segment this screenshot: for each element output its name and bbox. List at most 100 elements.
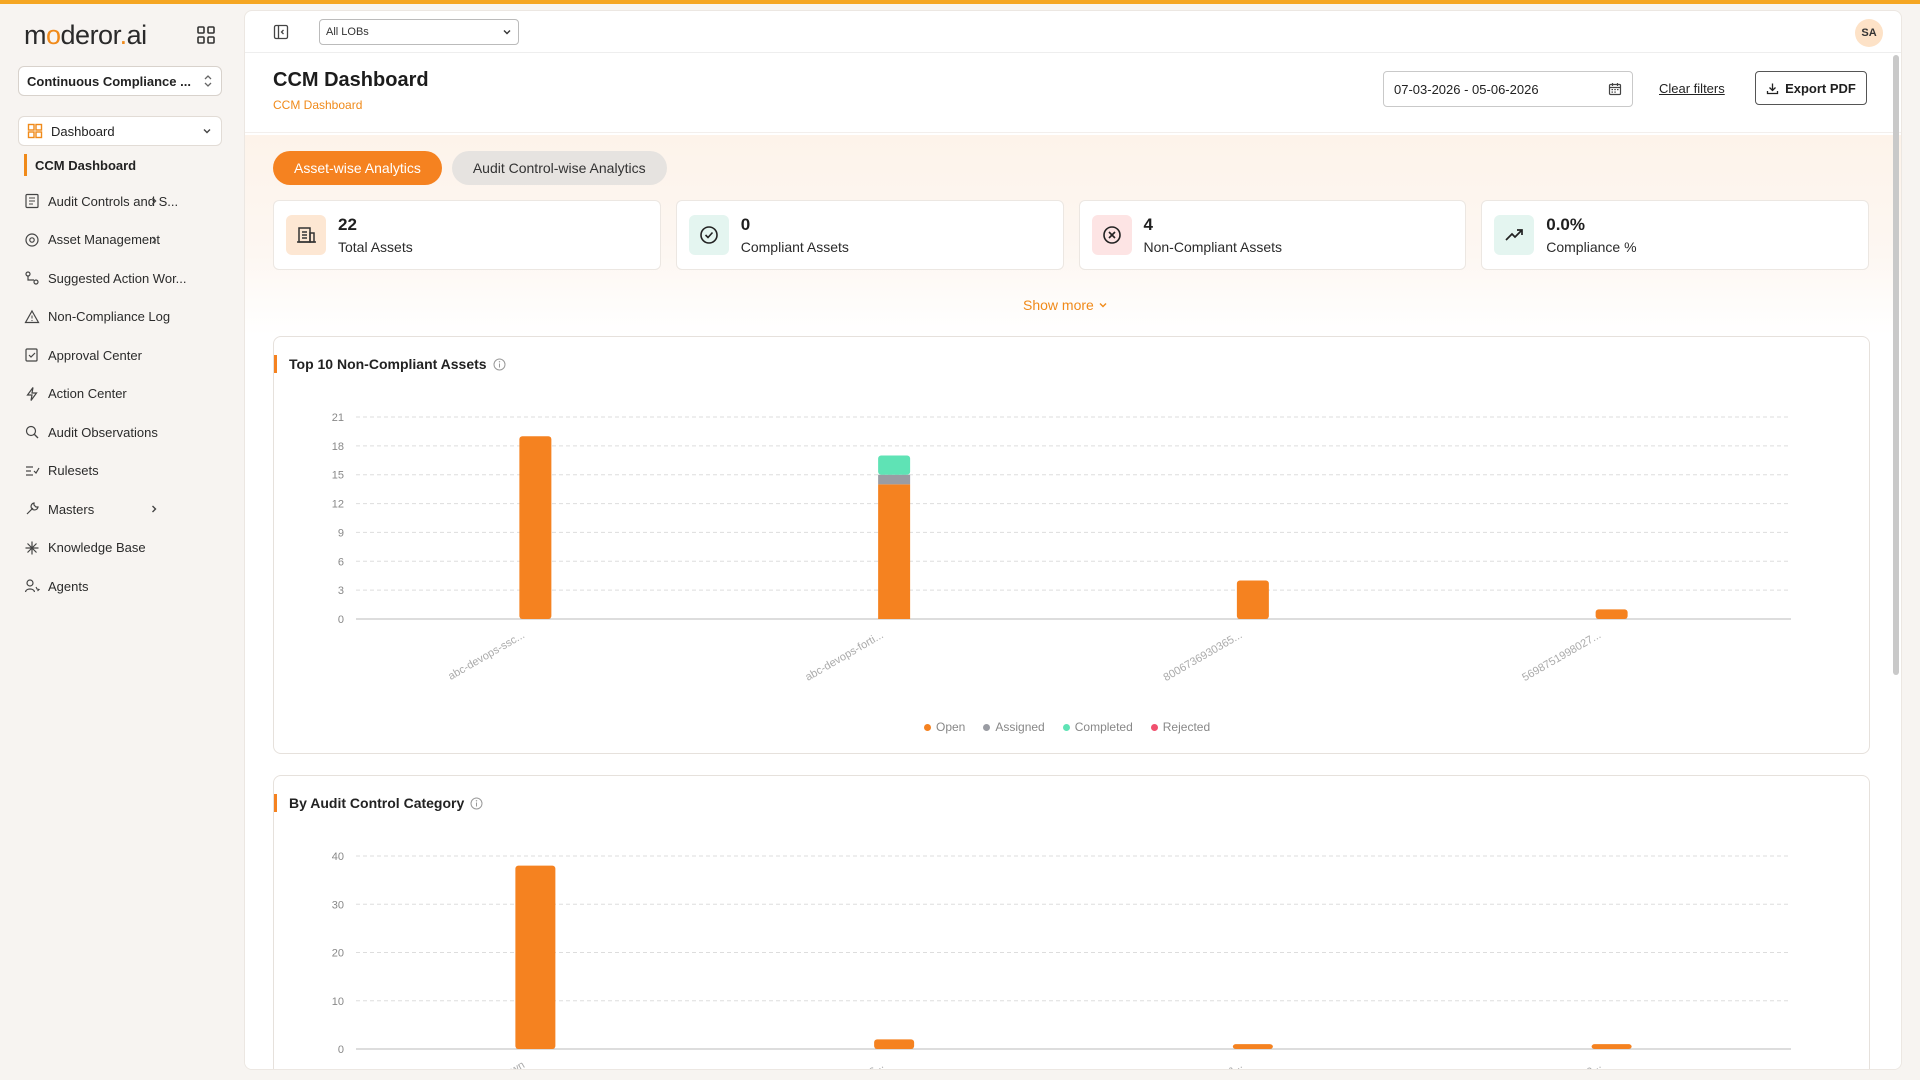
chevron-down-icon	[503, 29, 511, 34]
sidebar-item-action-center[interactable]: Action Center	[0, 375, 240, 414]
card-icon-badge	[1494, 215, 1535, 255]
summary-card-compliance[interactable]: 0.0% Compliance %	[1481, 200, 1869, 270]
legend-swatch	[1062, 723, 1070, 731]
bar-open[interactable]	[1236, 580, 1269, 619]
sidebar-item-audit-controls-and-s[interactable]: Audit Controls and S...	[0, 182, 240, 221]
apps-grid-icon[interactable]	[196, 25, 216, 45]
building-icon	[297, 227, 316, 243]
calendar-icon	[1608, 83, 1622, 96]
date-range-picker[interactable]: 07-03-2026 - 05-06-2026	[1383, 71, 1633, 107]
bar-open[interactable]	[1595, 609, 1628, 619]
sidebar-item-asset-management[interactable]: Asset Management	[0, 221, 240, 260]
sidebar-item-suggested-action-wor[interactable]: Suggested Action Wor...	[0, 259, 240, 298]
sidebar-item-label: Audit Controls and S...	[48, 193, 179, 209]
panel-title: Top 10 Non-Compliant Assets	[274, 355, 506, 373]
y-tick-label: 20	[332, 948, 344, 960]
bar[interactable]	[515, 865, 556, 1049]
card-icon-badge	[286, 215, 326, 255]
bar[interactable]	[1232, 1044, 1273, 1049]
lob-select-value: All LOBs	[326, 25, 369, 38]
card-value: 22	[338, 215, 357, 234]
card-label: Non-Compliant Assets	[1143, 239, 1283, 255]
tab-asset-wise-analytics[interactable]: Asset-wise Analytics	[273, 151, 442, 185]
show-more-button[interactable]: Show more	[1023, 297, 1108, 313]
sidebar-item-label: Knowledge Base	[48, 540, 146, 556]
sidebar-item-label: Non-Compliance Log	[48, 309, 171, 325]
breadcrumb[interactable]: CCM Dashboard	[273, 98, 363, 112]
chevron-right-icon	[152, 197, 157, 205]
sidebar-item-audit-observations[interactable]: Audit Observations	[0, 413, 240, 452]
bar-assigned[interactable]	[878, 474, 911, 485]
sidebar-item-rulesets[interactable]: Rulesets	[0, 452, 240, 491]
sidebar-toggle-icon[interactable]	[273, 24, 289, 40]
summary-cards: 22 Total Assets 0 Compliant Assets 4 Non-Comp…	[273, 200, 1869, 270]
bar[interactable]	[1591, 1044, 1632, 1049]
tab-audit-control-wise-analytics[interactable]: Audit Control-wise Analytics	[451, 151, 667, 185]
date-range-value: 07-03-2026 - 05-06-2026	[1394, 81, 1539, 97]
bolt-icon	[26, 386, 38, 401]
bar-open[interactable]	[878, 484, 911, 619]
product-selector[interactable]: Continuous Compliance ...	[18, 66, 222, 96]
card-text: 0 Compliant Assets	[741, 215, 849, 255]
card-value: 4	[1143, 215, 1153, 234]
card-value: 0	[740, 215, 751, 234]
y-tick-label: 18	[332, 441, 344, 453]
top10-bar-chart: 0 3 6 9 12 15 18 21 abc-devops-ssc... abc-devops-…	[332, 412, 1791, 684]
user-avatar[interactable]: SA	[1855, 19, 1883, 47]
tools-icon	[26, 502, 39, 515]
summary-card-non-compliant-assets[interactable]: 4 Non-Compliant Assets	[1078, 200, 1467, 270]
sidebar-subitem-ccm-dashboard[interactable]: CCM Dashboard	[24, 154, 240, 176]
x-tick-label: 8006736930365...	[1162, 629, 1245, 684]
sidebar-item-label: Rulesets	[48, 463, 99, 479]
workflow-icon	[25, 271, 39, 285]
legend-item-completed[interactable]: Completed	[1062, 720, 1133, 734]
check-circle-icon	[699, 226, 718, 244]
x-tick-label: ...g Reco...	[1551, 1059, 1603, 1070]
bar[interactable]	[874, 1039, 915, 1049]
x-tick-label: ... Access...	[831, 1059, 886, 1070]
sidebar-item-agents[interactable]: Agents	[0, 567, 240, 606]
legend-item-rejected[interactable]: Rejected	[1150, 720, 1211, 734]
chevron-down-icon	[203, 129, 211, 134]
legend-item-open[interactable]: Open	[924, 720, 965, 734]
x-tick-label: ...anagem...	[1188, 1059, 1244, 1070]
bar-open[interactable]	[519, 436, 552, 619]
legend-item-assigned[interactable]: Assigned	[983, 720, 1045, 734]
warning-icon	[24, 309, 40, 323]
export-pdf-button[interactable]: Export PDF	[1755, 71, 1867, 105]
rules-icon	[26, 466, 40, 476]
bar-completed[interactable]	[878, 455, 911, 475]
sidebar-item-masters[interactable]: Masters	[0, 490, 240, 529]
card-icon-badge	[688, 215, 729, 255]
show-more-label: Show more	[1023, 297, 1094, 313]
y-tick-label: 0	[338, 1044, 344, 1056]
sidebar-item-approval-center[interactable]: Approval Center	[0, 336, 240, 375]
info-icon[interactable]	[493, 358, 506, 371]
top-accent-bar	[0, 0, 1920, 4]
sidebar-item-knowledge-base[interactable]: Knowledge Base	[0, 529, 240, 568]
sidebar-item-non-compliance-log[interactable]: Non-Compliance Log	[0, 298, 240, 337]
approval-icon	[25, 348, 38, 362]
y-tick-label: 0	[338, 614, 344, 626]
scrollbar[interactable]	[1893, 55, 1899, 675]
clear-filters-link[interactable]: Clear filters	[1659, 81, 1725, 96]
brand-logo[interactable]: moderor.ai	[24, 19, 147, 50]
y-tick-label: 30	[332, 899, 344, 911]
chevron-down-icon	[1099, 303, 1107, 308]
main-panel: All LOBs SA CCM Dashboard CCM Dashboard …	[244, 10, 1902, 1070]
list-icon	[25, 194, 39, 209]
summary-card-compliant-assets[interactable]: 0 Compliant Assets	[675, 200, 1064, 270]
legend-swatch	[924, 723, 931, 731]
sidebar-item-dashboard[interactable]: Dashboard	[18, 116, 222, 146]
legend-swatch	[1150, 723, 1158, 731]
summary-card-total-assets[interactable]: 22 Total Assets	[273, 200, 661, 270]
y-tick-label: 3	[338, 585, 344, 597]
chart-legend: Open Assigned Completed Rejected	[924, 720, 1210, 734]
panel-title: By Audit Control Category	[274, 794, 483, 812]
lob-select[interactable]: All LOBs	[319, 18, 519, 45]
asset-icon	[25, 233, 39, 247]
info-icon[interactable]	[470, 797, 483, 810]
dashboard-icon	[27, 123, 43, 139]
chevron-right-icon	[152, 236, 157, 244]
legend-label: Rejected	[1162, 720, 1211, 734]
